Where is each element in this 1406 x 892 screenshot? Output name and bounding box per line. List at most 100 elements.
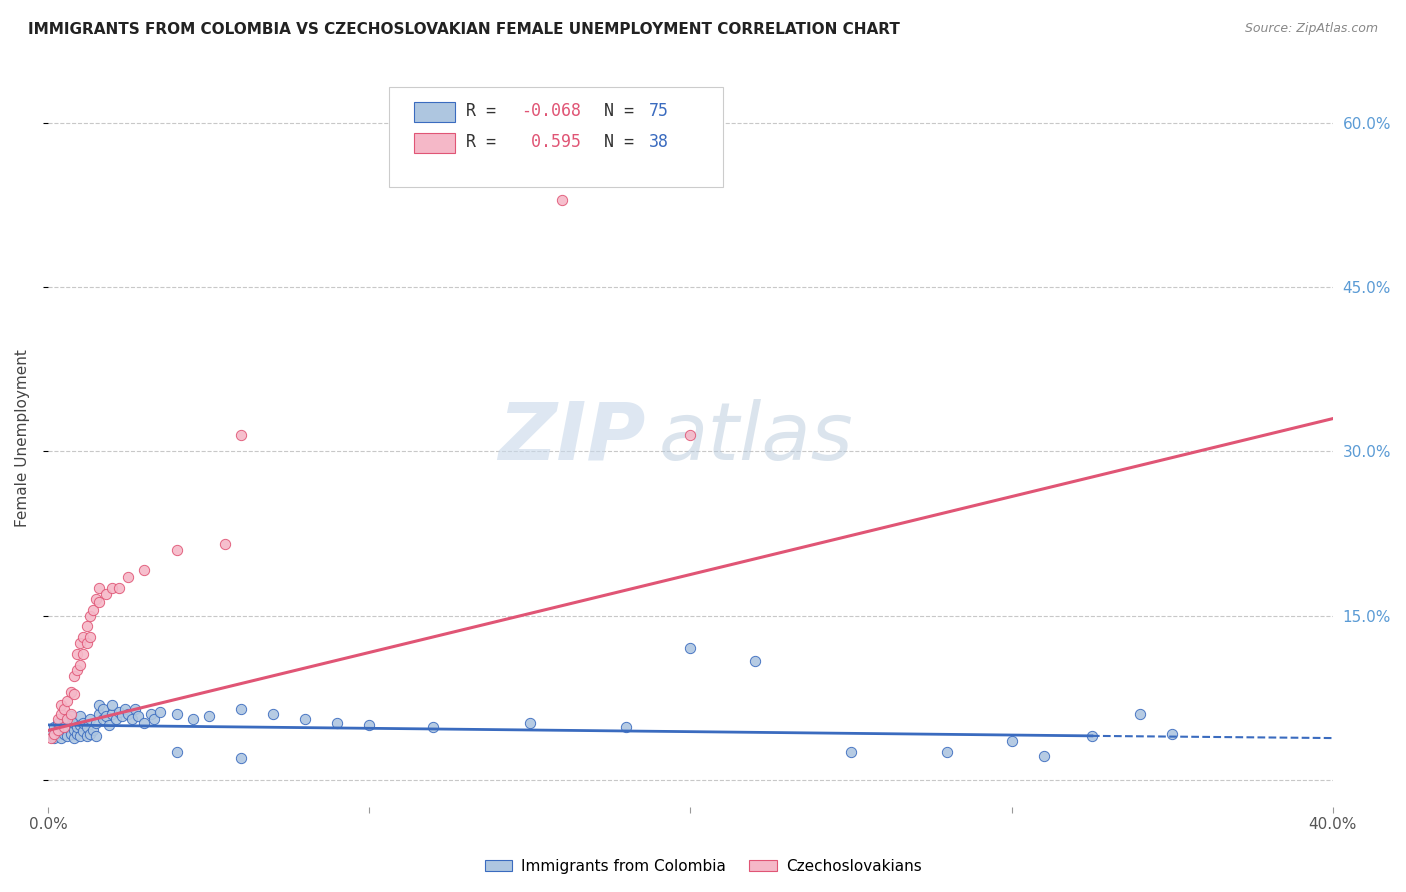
Point (101, 698, 124, 713)
Point (229, 701, 252, 715)
Point (114, 701, 136, 715)
FancyBboxPatch shape (388, 87, 723, 186)
Point (72, 715, 94, 730)
Point (66, 720, 89, 734)
Point (62, 687, 84, 701)
Point (936, 745, 959, 759)
Point (79, 727, 101, 741)
Point (46, 723, 69, 738)
Point (197, 709, 219, 723)
Point (166, 706, 188, 721)
Point (56, 713, 79, 727)
Point (127, 709, 149, 723)
Point (679, 641, 702, 656)
Point (62, 669, 84, 683)
Point (53, 701, 76, 715)
Point (44, 731, 66, 745)
Point (262, 706, 284, 721)
Point (59, 709, 82, 723)
Point (117, 570, 139, 584)
Point (166, 745, 188, 759)
Point (143, 713, 166, 727)
Point (39, 727, 62, 741)
Point (134, 715, 156, 730)
Text: 75: 75 (650, 102, 669, 120)
Point (839, 745, 862, 759)
Y-axis label: Female Unemployment: Female Unemployment (15, 349, 30, 526)
Point (84, 729, 107, 743)
Point (139, 706, 162, 721)
Point (214, 537, 236, 551)
Point (117, 706, 139, 721)
Text: IMMIGRANTS FROM COLOMBIA VS CZECHOSLOVAKIAN FEMALE UNEMPLOYMENT CORRELATION CHAR: IMMIGRANTS FROM COLOMBIA VS CZECHOSLOVAK… (28, 22, 900, 37)
Point (62, 723, 84, 738)
Point (62, 731, 84, 745)
Point (72, 631, 94, 645)
Point (49, 723, 72, 737)
Point (76, 720, 98, 734)
Point (46, 713, 69, 727)
Point (59, 718, 82, 732)
FancyBboxPatch shape (415, 133, 456, 153)
Point (91, 701, 114, 715)
Point (66, 663, 89, 677)
Point (62, 715, 84, 730)
Point (72, 724, 94, 739)
Point (1081, 729, 1104, 743)
Point (111, 709, 134, 723)
Point (134, 563, 156, 577)
Point (56, 694, 79, 708)
Point (359, 718, 381, 732)
FancyBboxPatch shape (415, 102, 456, 122)
Point (89, 698, 111, 713)
Point (53, 713, 76, 727)
Point (89, 595, 111, 609)
Point (84, 592, 107, 607)
Point (79, 631, 101, 645)
Point (124, 701, 146, 715)
Point (66, 727, 89, 741)
Text: Source: ZipAtlas.com: Source: ZipAtlas.com (1244, 22, 1378, 36)
Point (82, 723, 104, 738)
Point (46, 715, 69, 730)
Point (56, 713, 79, 727)
Point (744, 655, 766, 669)
Point (44, 720, 66, 734)
Point (69, 636, 91, 650)
Text: 0.595: 0.595 (520, 133, 581, 151)
Point (229, 428, 252, 442)
Point (519, 715, 541, 730)
Point (59, 727, 82, 741)
Point (326, 715, 349, 730)
Point (84, 715, 107, 730)
Text: ZIP: ZIP (498, 399, 645, 476)
Point (53, 720, 76, 734)
Point (1129, 706, 1152, 721)
Point (69, 709, 91, 723)
Point (66, 647, 89, 661)
Point (69, 657, 91, 672)
Point (1161, 727, 1184, 741)
Point (53, 727, 76, 741)
Point (229, 750, 252, 764)
Point (79, 608, 101, 623)
Point (69, 718, 91, 732)
Point (101, 706, 124, 721)
Point (121, 713, 143, 727)
Point (76, 636, 98, 650)
Point (294, 713, 316, 727)
Text: 38: 38 (650, 133, 669, 151)
Point (39, 731, 62, 745)
Point (94, 709, 117, 723)
Point (72, 647, 94, 661)
Point (104, 713, 127, 727)
Point (614, 720, 637, 734)
Point (49, 706, 72, 721)
Point (94, 587, 117, 601)
Point (79, 713, 101, 727)
Point (82, 603, 104, 617)
Text: R =: R = (465, 102, 506, 120)
Point (181, 713, 204, 727)
Point (53, 718, 76, 732)
Point (69, 729, 91, 743)
